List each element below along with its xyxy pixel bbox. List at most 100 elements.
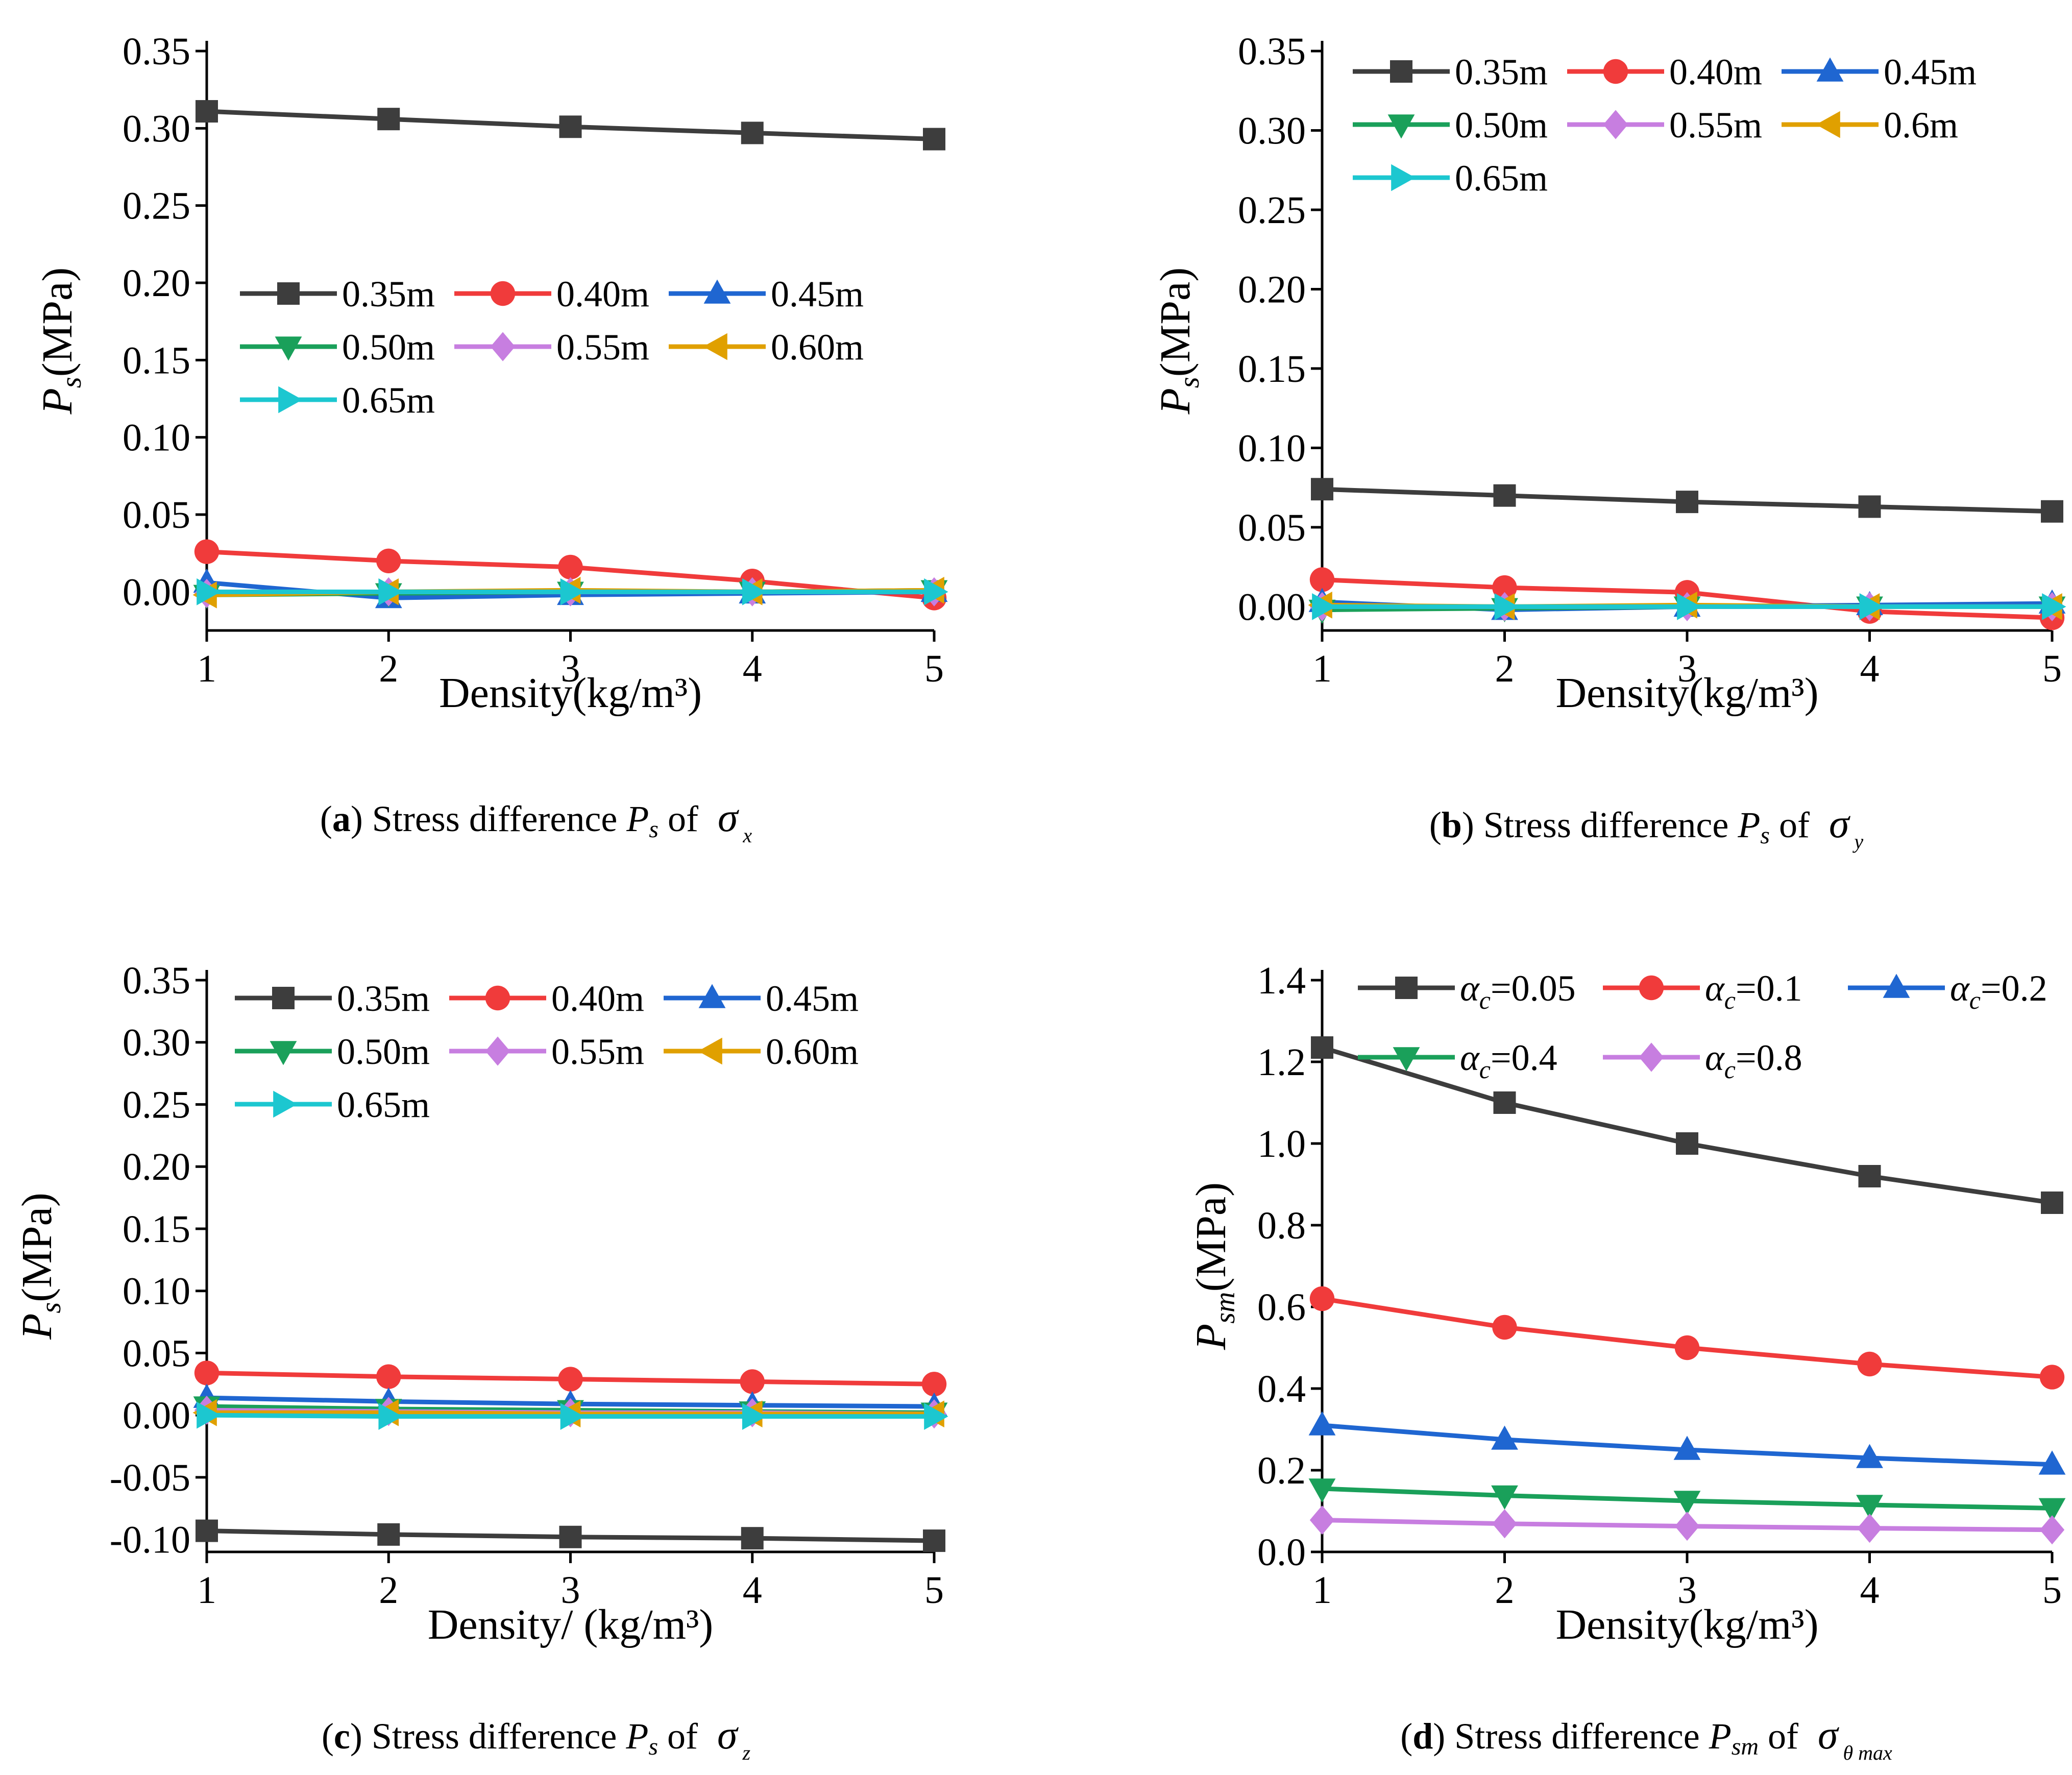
data-point (740, 1369, 765, 1394)
x-axis-label: Density/ (kg/m³) (428, 1601, 713, 1648)
data-point (1492, 1315, 1517, 1340)
x-tick-label: 4 (743, 1569, 762, 1612)
data-point (196, 1519, 218, 1542)
panel-c: -0.10 -0.05 0.00 0.05 0.10 0.15 0.20 0.25 0.30 0.… (13, 959, 948, 1764)
data-point (924, 1403, 948, 1430)
y-axis-label: Psm(MPa) (1187, 1182, 1241, 1350)
legend-entry: 0.65m (342, 380, 435, 421)
data-point (194, 1360, 220, 1385)
legend-entry: 0.35m (337, 978, 430, 1019)
x-tick-label: 2 (379, 1569, 398, 1612)
data-point (2041, 500, 2063, 523)
legend-marker (490, 332, 516, 361)
x-tick-label: 2 (1495, 1569, 1515, 1612)
legend-entry: 0.45m (766, 978, 859, 1019)
data-point (377, 108, 400, 131)
legend-marker (485, 985, 510, 1011)
y-tick-label: 0.15 (1238, 348, 1306, 391)
data-point (1308, 1411, 1336, 1436)
data-point (559, 1525, 582, 1548)
x-tick-label: 4 (1860, 647, 1880, 690)
legend-marker (277, 282, 300, 305)
y-tick-label: 0.35 (123, 30, 190, 73)
data-point (742, 1403, 767, 1430)
data-point (558, 1367, 583, 1392)
data-point (378, 578, 403, 605)
legend-entry: 0.45m (771, 274, 864, 314)
legend-entry: αc=0.1 (1705, 968, 1802, 1014)
legend-marker (275, 336, 302, 361)
y-tick-label: 0.10 (123, 1270, 190, 1313)
data-point (1856, 1444, 1883, 1468)
legend-entry: αc=0.4 (1460, 1037, 1557, 1084)
data-point (1859, 593, 1884, 620)
data-point (1311, 1036, 1333, 1059)
legend-entry: 0.55m (1669, 105, 1762, 145)
legend-marker (1816, 111, 1840, 138)
legend-entry: 0.50m (1455, 105, 1548, 145)
data-point (923, 128, 945, 151)
x-tick-label: 3 (561, 647, 580, 690)
data-point (741, 1527, 764, 1550)
data-point (560, 578, 584, 605)
data-point (2038, 1450, 2066, 1475)
data-point (2039, 1515, 2065, 1545)
legend-marker (1391, 164, 1416, 191)
data-point (1493, 1091, 1516, 1114)
data-point (376, 1364, 401, 1389)
data-point (376, 548, 401, 574)
data-point (1857, 1514, 1882, 1543)
legend-marker (703, 333, 727, 360)
x-axis-label: Density(kg/m³) (1555, 669, 1818, 717)
data-point (1674, 1512, 1700, 1541)
x-tick-label: 3 (561, 1569, 580, 1612)
y-tick-label: 0.20 (123, 1146, 190, 1188)
legend-entry: 0.50m (337, 1031, 430, 1072)
y-axis-label: Ps(MPa) (34, 268, 87, 415)
x-tick-label: 5 (2042, 647, 2062, 690)
data-point (1673, 1436, 1701, 1460)
y-tick-label: 0.30 (1238, 109, 1306, 152)
legend-marker (703, 279, 731, 304)
y-tick-label: 0.20 (123, 262, 190, 305)
y-tick-label: 0.2 (1257, 1449, 1306, 1492)
legend-marker (278, 386, 303, 414)
data-point (378, 1403, 403, 1430)
data-point (923, 1529, 945, 1552)
y-tick-label: 0.35 (123, 959, 190, 1002)
x-tick-label: 4 (1860, 1569, 1880, 1612)
data-point (1858, 495, 1881, 518)
data-point (196, 100, 218, 123)
data-point (2039, 1365, 2065, 1390)
data-point (558, 554, 583, 580)
data-point (1856, 1495, 1883, 1519)
legend-marker (490, 281, 516, 306)
legend-marker (273, 1090, 298, 1118)
data-point (1491, 1425, 1518, 1450)
data-point (1676, 1132, 1698, 1155)
legend-entry: αc=0.05 (1460, 968, 1576, 1014)
y-tick-label: 0.15 (123, 339, 190, 382)
y-tick-label: 0.30 (123, 107, 190, 150)
legend-marker (698, 984, 726, 1008)
legend-marker (1390, 60, 1412, 83)
y-tick-label: 0.00 (1238, 586, 1306, 628)
panel-d: 0.0 0.2 0.4 0.6 0.8 1.0 1.2 1.4 1 2 3 4 5 Density(kg/… (1187, 959, 2066, 1764)
data-point (197, 1401, 221, 1429)
legend-marker (1393, 1047, 1420, 1072)
y-tick-label: 0.25 (123, 185, 190, 228)
data-point (1491, 1485, 1518, 1510)
legend-entry: 0.40m (556, 274, 649, 314)
legend-entry: 0.65m (337, 1084, 430, 1125)
data-point (921, 1372, 947, 1397)
data-point (194, 539, 220, 564)
legend-entry: 0.45m (1884, 52, 1977, 92)
legend-entry: 0.35m (342, 274, 435, 314)
x-tick-label: 5 (924, 1569, 944, 1612)
y-tick-label: -0.10 (110, 1519, 190, 1562)
data-point (742, 578, 767, 605)
y-tick-label: 0.35 (1238, 30, 1306, 73)
